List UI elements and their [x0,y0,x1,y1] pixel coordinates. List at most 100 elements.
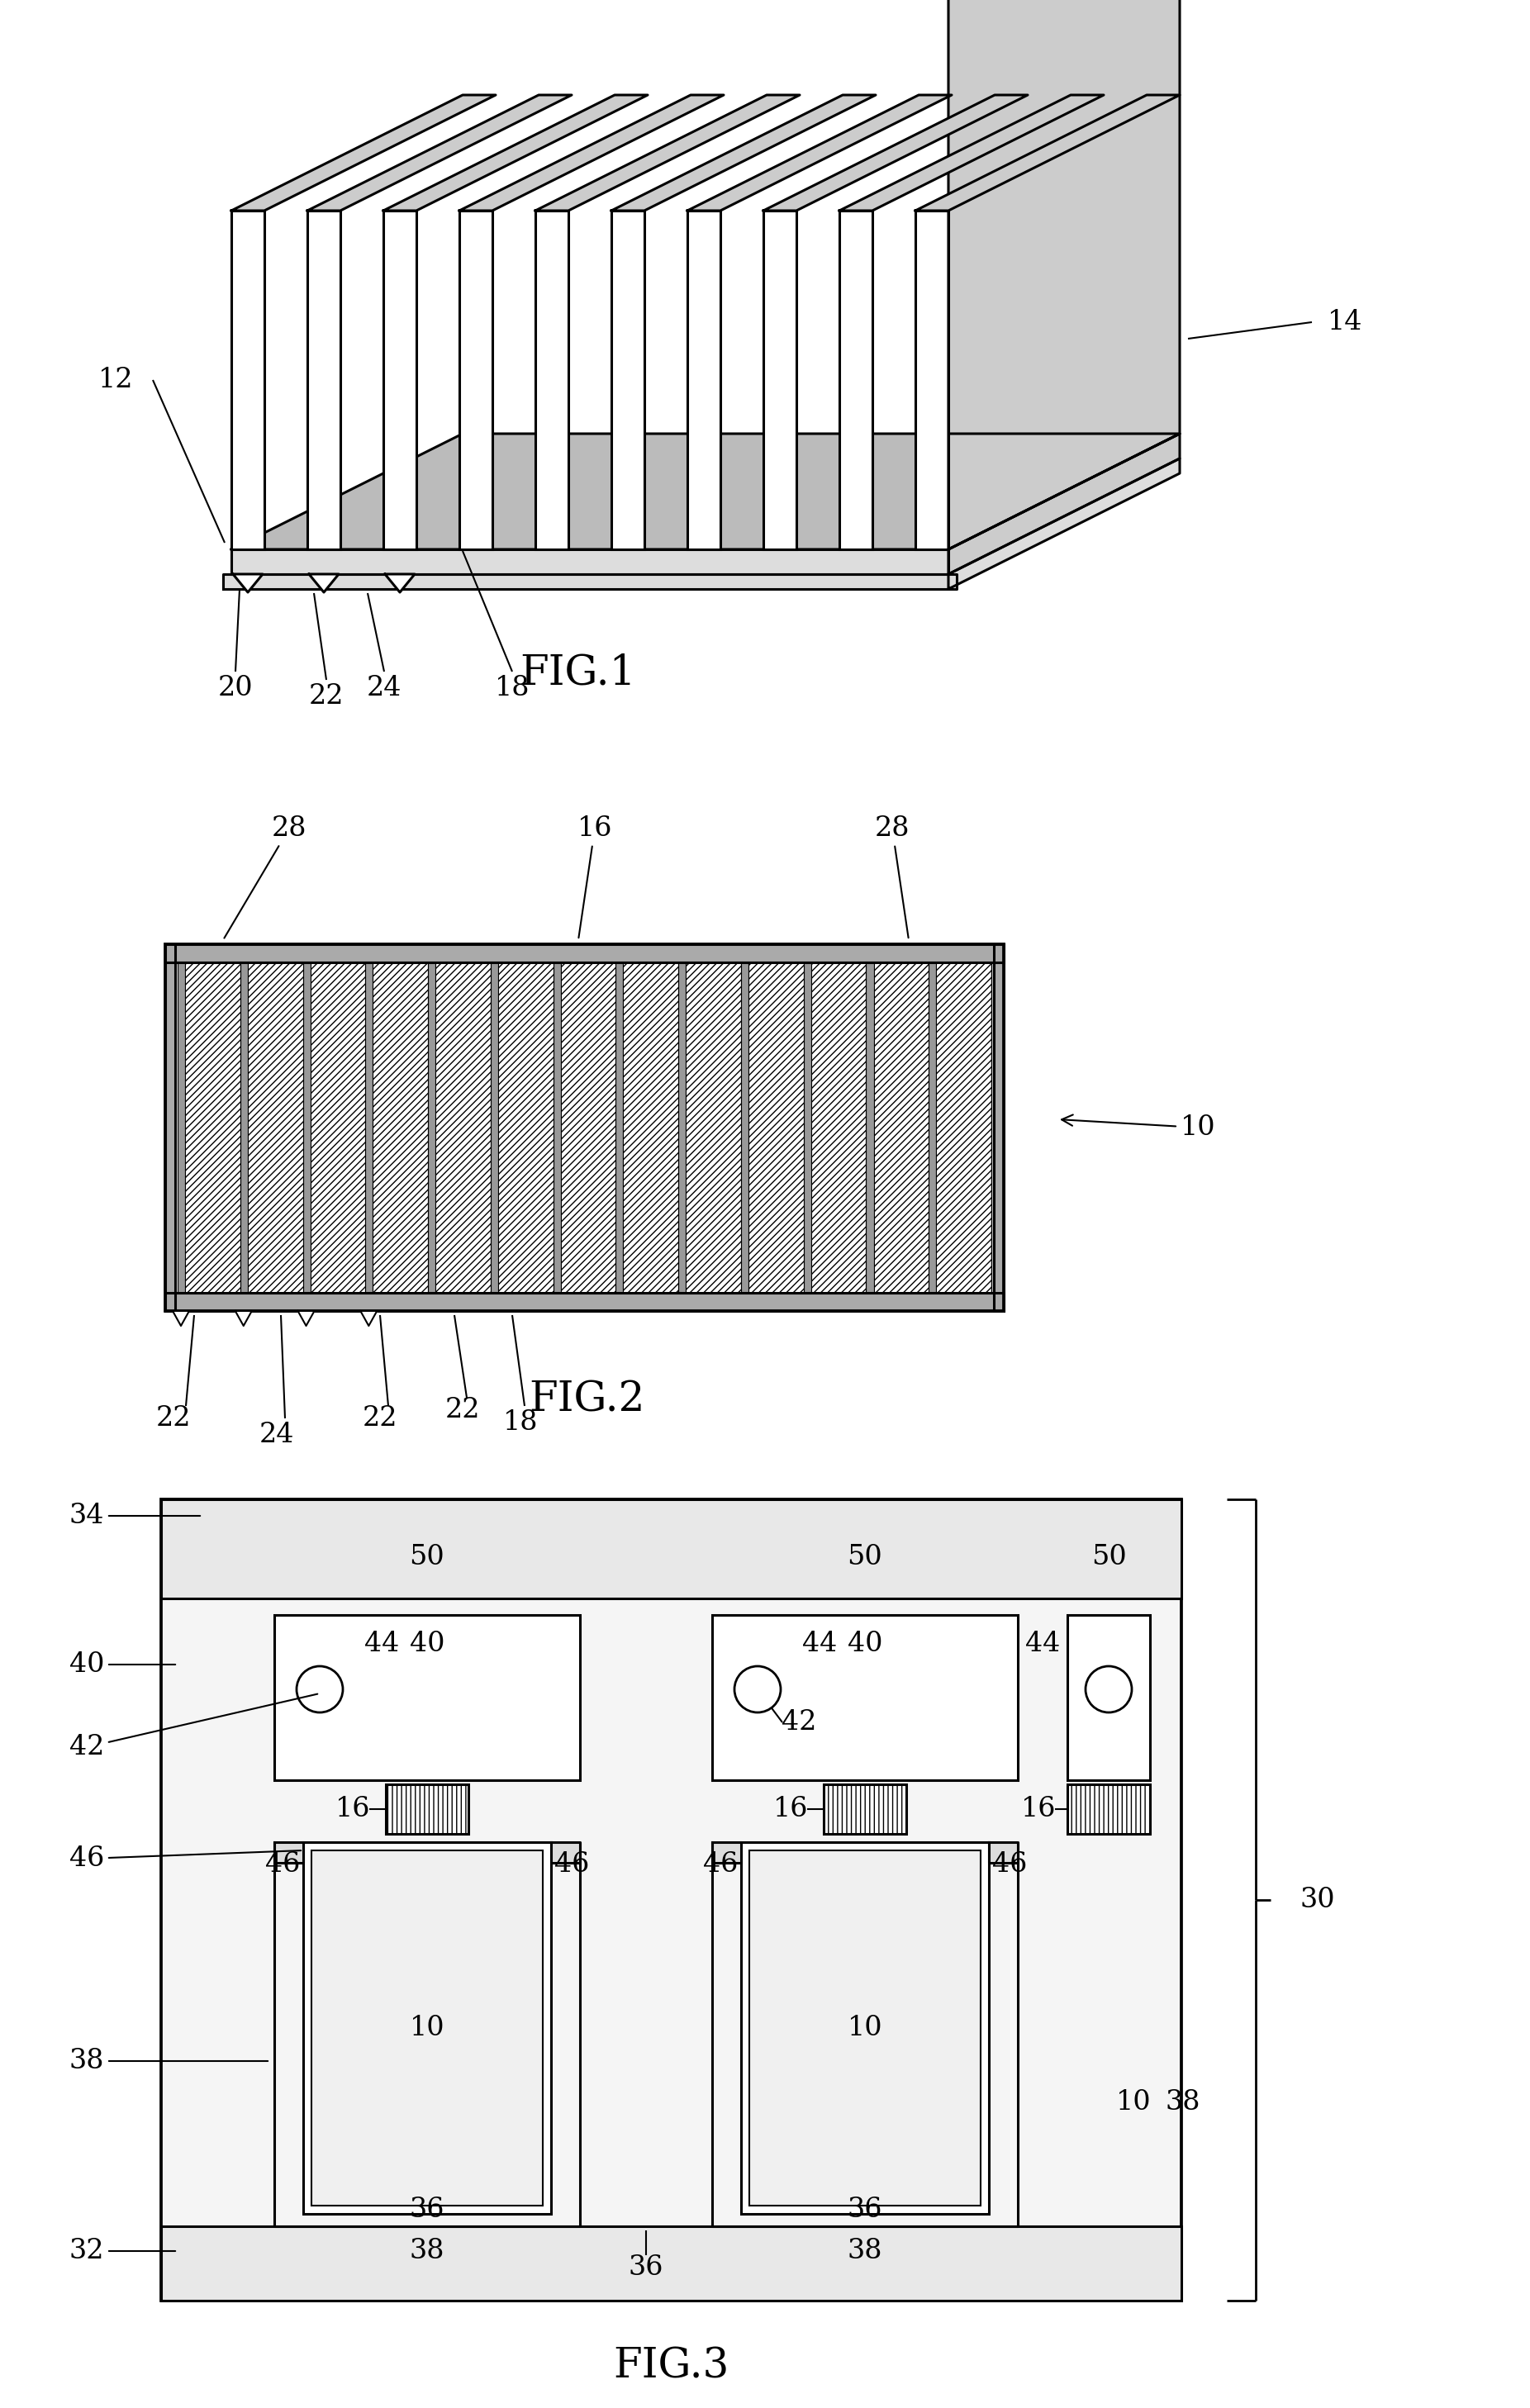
Text: FIG.2: FIG.2 [528,1380,644,1421]
Polygon shape [386,573,415,592]
Bar [711,1616,1017,1780]
Text: 36: 36 [848,2196,883,2223]
Bar [560,963,615,1293]
Polygon shape [309,573,338,592]
Text: 36: 36 [629,2254,664,2280]
Polygon shape [687,94,952,209]
Text: FIG.3: FIG.3 [614,2345,728,2386]
Text: 28: 28 [225,816,306,939]
Bar [1068,1616,1151,1780]
Bar [803,963,811,1293]
Text: 44: 44 [802,1630,837,1657]
Text: 46: 46 [265,1852,300,1878]
Polygon shape [298,1310,314,1327]
Bar [177,963,185,1293]
Polygon shape [233,573,263,592]
Bar [687,209,721,549]
Text: 36: 36 [410,2196,445,2223]
Text: 16: 16 [1021,1796,1056,1823]
Bar [161,2227,1181,2300]
Text: 16: 16 [773,1796,808,1823]
Text: FIG.1: FIG.1 [520,653,636,694]
Bar [840,209,872,549]
Text: 10: 10 [410,2015,445,2042]
Text: 42: 42 [782,1710,817,1736]
Polygon shape [612,94,875,209]
Text: 10: 10 [848,2015,883,2042]
Bar [386,1784,468,1835]
Text: 40: 40 [848,1630,883,1657]
Circle shape [297,1666,343,1712]
Polygon shape [231,433,1180,549]
Text: 22: 22 [445,1397,480,1423]
Polygon shape [988,1842,1017,1864]
Bar [994,944,1004,1310]
Bar [750,1849,981,2206]
Bar [384,209,416,549]
Bar [874,963,929,1293]
Bar [303,1842,551,2213]
Text: 30: 30 [1300,1888,1336,1914]
Bar [312,1849,543,2206]
Bar [1068,1784,1151,1835]
Text: 16: 16 [577,816,612,937]
Bar [936,963,991,1293]
Bar [915,209,949,549]
Text: 34: 34 [69,1503,200,1529]
Bar [741,1842,988,2213]
Text: 38: 38 [1166,2090,1201,2117]
Polygon shape [274,1842,303,1864]
Text: 20: 20 [217,674,252,701]
Bar [303,963,311,1293]
Bar [866,963,874,1293]
Bar [428,963,436,1293]
Polygon shape [840,94,1103,209]
Polygon shape [459,94,724,209]
Text: 10: 10 [1062,1115,1215,1141]
Bar [373,963,428,1293]
Polygon shape [231,549,949,573]
Polygon shape [915,94,1180,209]
Text: 50: 50 [848,1544,883,1570]
Bar [165,1293,1004,1310]
Text: 14: 14 [1328,308,1362,335]
Text: 22: 22 [309,684,344,710]
Bar [436,963,491,1293]
Text: 38: 38 [410,2237,445,2264]
Bar [499,963,554,1293]
Bar [763,209,797,549]
Text: 44: 44 [1025,1630,1060,1657]
Text: 40: 40 [410,1630,445,1657]
Polygon shape [763,94,1028,209]
Bar [165,944,1004,963]
Text: 50: 50 [410,1544,445,1570]
Bar [274,1616,580,1780]
Bar [823,1784,906,1835]
Polygon shape [308,94,572,209]
Bar [554,963,560,1293]
Bar [240,963,248,1293]
Text: 18: 18 [503,1409,539,1435]
Polygon shape [236,1310,252,1327]
Bar [248,963,303,1293]
Text: 10: 10 [1115,2090,1151,2117]
Text: 24: 24 [367,674,402,701]
Text: 28: 28 [875,816,910,937]
Polygon shape [551,1842,580,1864]
Bar [811,963,866,1293]
Polygon shape [223,573,956,590]
Bar [615,963,623,1293]
Text: 22: 22 [156,1406,191,1433]
Bar [685,963,741,1293]
Text: 40: 40 [69,1652,176,1678]
Polygon shape [949,0,1180,549]
Bar [161,1500,1181,1599]
Circle shape [734,1666,780,1712]
Text: 32: 32 [69,2237,176,2264]
Polygon shape [384,94,647,209]
Bar [612,209,644,549]
Polygon shape [711,1842,741,1864]
Bar [623,963,678,1293]
Bar [165,944,174,1310]
Text: 46: 46 [554,1852,589,1878]
